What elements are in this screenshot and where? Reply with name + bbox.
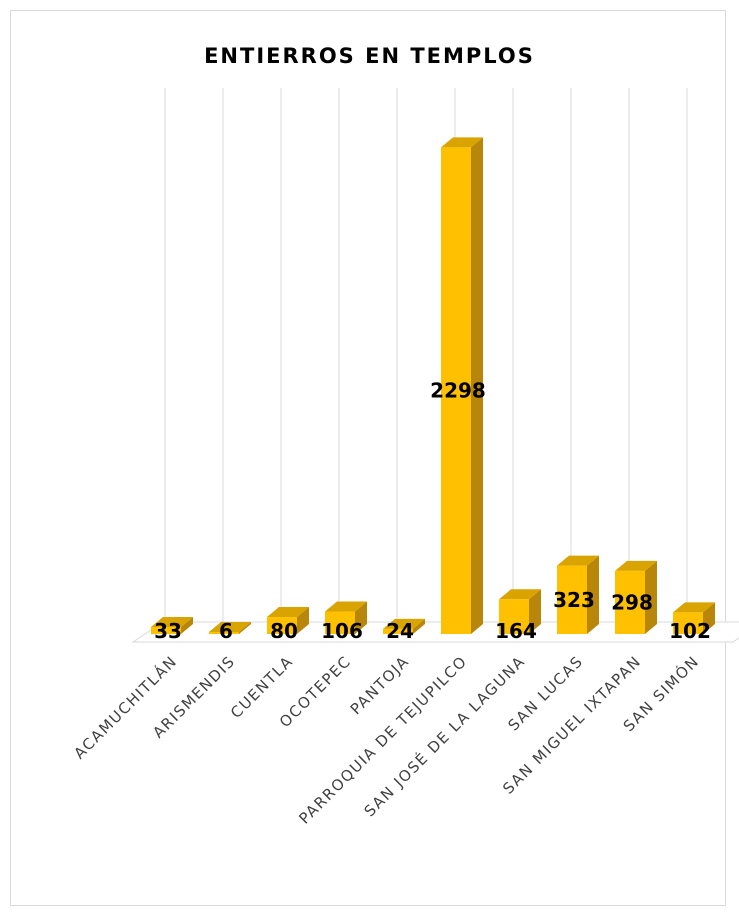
data-label: 2298 — [430, 379, 486, 403]
data-label: 102 — [669, 619, 711, 643]
data-label: 80 — [270, 619, 298, 643]
data-label: 24 — [386, 619, 414, 643]
data-label: 6 — [219, 619, 233, 643]
data-label: 106 — [321, 619, 363, 643]
category-label: ACAMUCHITLÁN — [70, 651, 181, 762]
data-label: 33 — [154, 619, 182, 643]
data-label: 164 — [495, 619, 537, 643]
data-label: 323 — [553, 588, 595, 612]
data-label: 298 — [611, 590, 653, 614]
